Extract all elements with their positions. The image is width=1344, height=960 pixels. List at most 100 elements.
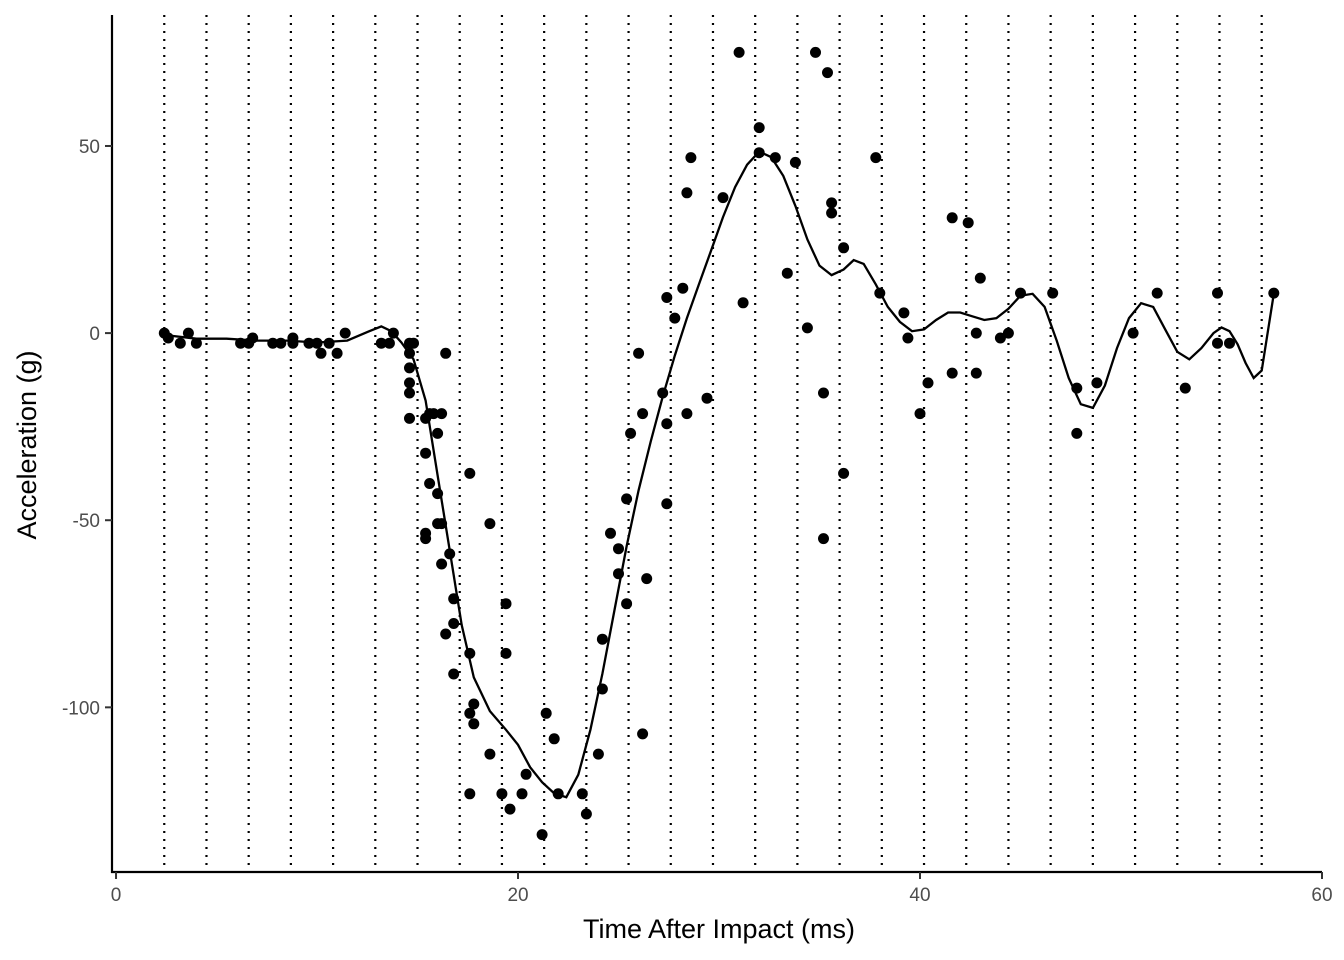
y-tick-label-1: -50 xyxy=(73,511,100,532)
data-point-39 xyxy=(436,558,448,570)
y-tick-label-0: -100 xyxy=(62,698,100,719)
y-tick-label-2: 0 xyxy=(89,324,100,345)
data-point-118 xyxy=(974,272,986,284)
data-point-49 xyxy=(464,707,476,719)
y-axis-title: Acceleration (g) xyxy=(12,350,42,539)
data-point-64 xyxy=(552,788,564,800)
data-point-44 xyxy=(448,593,460,605)
data-point-76 xyxy=(633,347,645,359)
data-point-15 xyxy=(323,337,335,349)
data-point-102 xyxy=(822,67,833,79)
data-point-51 xyxy=(468,698,480,710)
data-point-48 xyxy=(464,647,476,659)
data-point-45 xyxy=(448,618,460,629)
data-point-110 xyxy=(902,332,914,344)
data-point-120 xyxy=(1002,327,1014,339)
data-point-22 xyxy=(404,347,415,359)
data-point-122 xyxy=(1047,287,1059,299)
data-point-57 xyxy=(500,647,512,659)
x-tick-label-1: 20 xyxy=(507,885,528,906)
data-point-86 xyxy=(681,408,693,420)
data-point-97 xyxy=(789,156,801,168)
data-point-115 xyxy=(962,217,974,229)
data-point-90 xyxy=(717,192,729,204)
data-point-80 xyxy=(657,387,669,399)
data-point-29 xyxy=(420,447,432,459)
data-point-5 xyxy=(235,337,247,349)
data-point-83 xyxy=(661,498,673,510)
data-point-117 xyxy=(970,367,982,379)
data-point-52 xyxy=(468,718,480,730)
data-point-125 xyxy=(1091,377,1103,389)
data-point-27 xyxy=(408,337,419,349)
data-point-41 xyxy=(440,347,452,359)
x-tick-label-3: 60 xyxy=(1311,885,1332,906)
data-point-82 xyxy=(661,418,673,430)
data-point-17 xyxy=(339,327,351,339)
data-point-26 xyxy=(404,412,415,424)
data-point-55 xyxy=(496,788,508,800)
data-point-46 xyxy=(448,668,460,680)
data-point-35 xyxy=(432,427,444,439)
data-point-130 xyxy=(1212,337,1223,349)
data-point-79 xyxy=(641,573,653,585)
data-point-42 xyxy=(440,628,452,640)
data-point-74 xyxy=(621,493,633,505)
data-point-7 xyxy=(247,332,259,344)
data-point-24 xyxy=(404,377,415,389)
data-point-132 xyxy=(1268,287,1280,299)
data-point-92 xyxy=(737,297,749,309)
data-point-59 xyxy=(516,788,528,800)
data-point-95 xyxy=(769,152,781,164)
data-point-75 xyxy=(625,427,637,439)
data-point-78 xyxy=(637,728,649,740)
data-point-88 xyxy=(685,152,697,164)
x-tick-label-2: 40 xyxy=(909,885,930,906)
data-point-19 xyxy=(383,337,395,349)
data-point-103 xyxy=(826,207,838,219)
data-point-23 xyxy=(404,362,415,374)
data-point-2 xyxy=(174,337,186,349)
data-point-73 xyxy=(621,598,633,610)
data-point-109 xyxy=(898,307,910,319)
x-tick-label-0: 0 xyxy=(111,885,122,906)
data-point-71 xyxy=(613,568,624,580)
data-point-33 xyxy=(424,478,436,489)
data-point-69 xyxy=(596,633,608,645)
data-point-14 xyxy=(315,347,327,359)
data-point-116 xyxy=(970,327,982,339)
data-point-85 xyxy=(677,282,689,294)
data-point-34 xyxy=(428,408,440,420)
data-point-124 xyxy=(1071,427,1083,439)
data-point-99 xyxy=(810,46,821,58)
data-point-31 xyxy=(420,533,432,545)
data-point-16 xyxy=(331,347,343,359)
data-point-84 xyxy=(669,312,681,324)
x-axis-ticks: 0 20 40 60 xyxy=(111,872,1333,906)
data-point-119 xyxy=(994,332,1006,344)
knot-lines xyxy=(163,15,1263,872)
data-point-89 xyxy=(701,392,713,404)
data-point-11 xyxy=(287,337,299,349)
data-point-106 xyxy=(838,467,850,479)
data-point-50 xyxy=(464,788,476,800)
data-point-114 xyxy=(946,367,958,379)
data-point-12 xyxy=(303,337,315,349)
data-point-54 xyxy=(484,518,496,530)
data-point-13 xyxy=(311,337,323,349)
data-point-129 xyxy=(1212,287,1223,299)
data-point-105 xyxy=(838,242,850,254)
data-point-108 xyxy=(874,287,886,299)
data-point-25 xyxy=(404,387,415,399)
data-point-93 xyxy=(753,147,765,159)
data-point-67 xyxy=(592,748,604,760)
data-point-121 xyxy=(1015,287,1026,299)
data-point-98 xyxy=(801,322,813,334)
data-point-113 xyxy=(946,212,958,224)
data-point-111 xyxy=(914,408,926,420)
data-point-20 xyxy=(387,327,399,339)
data-point-91 xyxy=(733,46,745,58)
data-point-94 xyxy=(753,122,765,134)
data-point-61 xyxy=(536,829,548,841)
